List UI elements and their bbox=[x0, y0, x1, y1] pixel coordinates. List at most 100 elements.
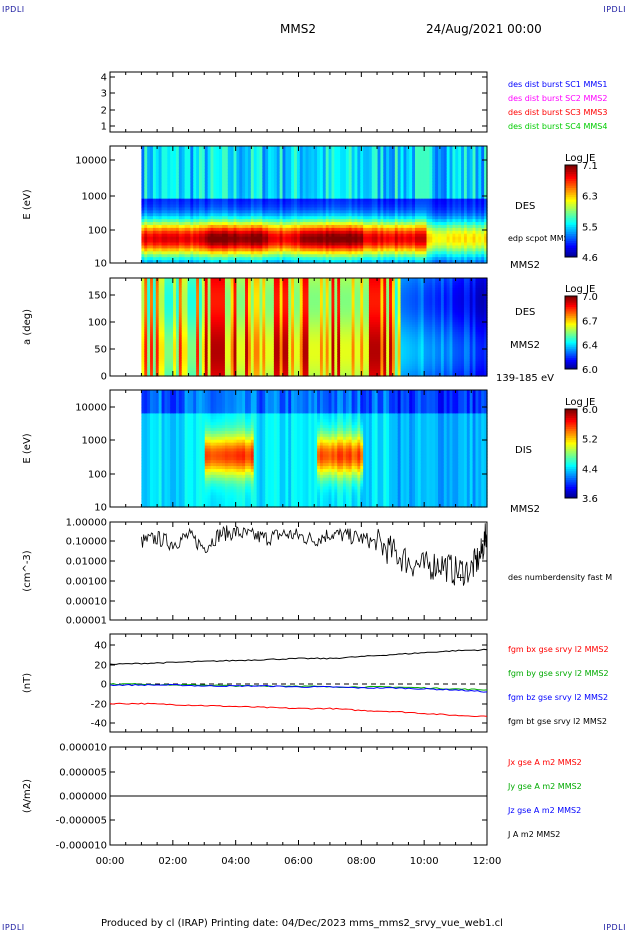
heatmap-cell bbox=[435, 146, 439, 150]
heatmap-cell bbox=[239, 148, 243, 153]
heatmap-cell bbox=[147, 213, 151, 217]
heatmap-cell bbox=[394, 260, 399, 264]
heatmap-cell bbox=[222, 257, 226, 261]
heatmap-cell bbox=[216, 210, 220, 214]
heatmap-cell bbox=[247, 257, 252, 261]
heatmap-cell bbox=[380, 233, 384, 238]
heatmap-cell bbox=[394, 195, 399, 200]
heatmap-cell bbox=[417, 186, 422, 191]
heatmap-cell bbox=[308, 192, 312, 197]
heatmap-cell bbox=[253, 160, 258, 165]
heatmap-cell bbox=[322, 169, 327, 173]
heatmap-cell bbox=[466, 204, 471, 209]
heatmap-cell bbox=[294, 251, 298, 255]
heatmap-cell bbox=[273, 175, 278, 179]
heatmap-cell bbox=[406, 198, 410, 203]
heatmap-cell bbox=[403, 239, 407, 244]
heatmap-cell bbox=[469, 154, 474, 159]
heatmap-cell bbox=[478, 224, 482, 229]
heatmap-cell bbox=[472, 248, 477, 252]
heatmap-cell bbox=[253, 172, 258, 176]
heatmap-cell bbox=[245, 242, 249, 247]
heatmap-cell bbox=[412, 251, 416, 255]
heatmap-cell bbox=[147, 172, 151, 176]
heatmap-cell bbox=[429, 151, 433, 156]
heatmap-cell bbox=[158, 148, 163, 153]
heatmap-cell bbox=[147, 151, 151, 156]
heatmap-cell bbox=[371, 204, 376, 209]
heatmap-cell bbox=[343, 233, 347, 238]
heatmap-cell bbox=[426, 201, 431, 206]
heatmap-cell bbox=[207, 189, 212, 194]
heatmap-cell bbox=[328, 239, 333, 244]
heatmap-cell bbox=[389, 224, 393, 229]
heatmap-cell bbox=[357, 248, 361, 252]
heatmap-cell bbox=[475, 242, 479, 247]
heatmap-des-energy bbox=[141, 146, 488, 264]
heatmap-cell bbox=[334, 257, 338, 261]
heatmap-cell bbox=[164, 189, 168, 194]
heatmap-cell bbox=[147, 163, 151, 168]
heatmap-cell bbox=[141, 287, 145, 291]
heatmap-cell bbox=[227, 181, 232, 185]
heatmap-cell bbox=[271, 181, 275, 185]
heatmap-cell bbox=[196, 260, 200, 264]
heatmap-cell bbox=[193, 210, 197, 214]
heatmap-cell bbox=[478, 157, 482, 162]
heatmap-cell bbox=[340, 160, 344, 165]
heatmap-cell bbox=[368, 219, 373, 223]
heatmap-cell bbox=[343, 230, 347, 235]
heatmap-cell bbox=[466, 245, 471, 249]
heatmap-cell bbox=[216, 216, 220, 220]
heatmap-cell bbox=[348, 195, 353, 200]
heatmap-cell bbox=[239, 233, 243, 238]
heatmap-cell bbox=[181, 251, 186, 255]
heatmap-cell bbox=[406, 242, 410, 247]
heatmap-cell bbox=[253, 224, 258, 229]
heatmap-cell bbox=[363, 178, 367, 182]
heatmap-cell bbox=[273, 227, 278, 232]
heatmap-cell bbox=[443, 195, 448, 200]
heatmap-cell bbox=[213, 260, 217, 264]
heatmap-cell bbox=[348, 181, 353, 185]
heatmap-cell bbox=[415, 186, 419, 191]
heatmap-cell bbox=[383, 166, 387, 170]
heatmap-cell bbox=[354, 198, 359, 203]
heatmap-cell bbox=[348, 184, 353, 188]
heatmap-cell bbox=[296, 216, 301, 220]
heatmap-cell bbox=[331, 146, 335, 150]
heatmap-cell bbox=[167, 181, 171, 185]
heatmap-cell bbox=[219, 254, 223, 258]
heatmap-cell bbox=[455, 166, 459, 170]
heatmap-cell bbox=[311, 204, 315, 209]
heatmap-cell bbox=[455, 178, 459, 182]
heatmap-cell bbox=[201, 224, 206, 229]
heatmap-cell bbox=[187, 148, 191, 153]
heatmap-cell bbox=[371, 245, 376, 249]
heatmap-cell bbox=[340, 222, 344, 226]
heatmap-cell bbox=[193, 219, 197, 223]
heatmap-cell bbox=[294, 192, 298, 197]
heatmap-cell bbox=[291, 213, 295, 217]
heatmap-cell bbox=[147, 201, 151, 206]
heatmap-cell bbox=[322, 260, 327, 264]
heatmap-cell bbox=[443, 198, 448, 203]
heatmap-cell bbox=[343, 227, 347, 232]
heatmap-cell bbox=[193, 148, 197, 153]
heatmap-cell bbox=[150, 166, 154, 170]
heatmap-cell bbox=[475, 146, 479, 150]
heatmap-cell bbox=[311, 166, 315, 170]
heatmap-cell bbox=[271, 257, 275, 261]
heatmap-cell bbox=[319, 186, 324, 191]
heatmap-cell bbox=[199, 210, 203, 214]
heatmap-cell bbox=[259, 163, 263, 168]
heatmap-cell bbox=[449, 239, 454, 244]
heatmap-cell bbox=[299, 216, 304, 220]
heatmap-cell bbox=[351, 166, 356, 170]
heatmap-cell bbox=[343, 219, 347, 223]
heatmap-cell bbox=[311, 160, 315, 165]
heatmap-cell bbox=[429, 163, 433, 168]
heatmap-cell bbox=[317, 254, 321, 258]
heatmap-cell bbox=[328, 219, 333, 223]
heatmap-cell bbox=[423, 146, 428, 150]
